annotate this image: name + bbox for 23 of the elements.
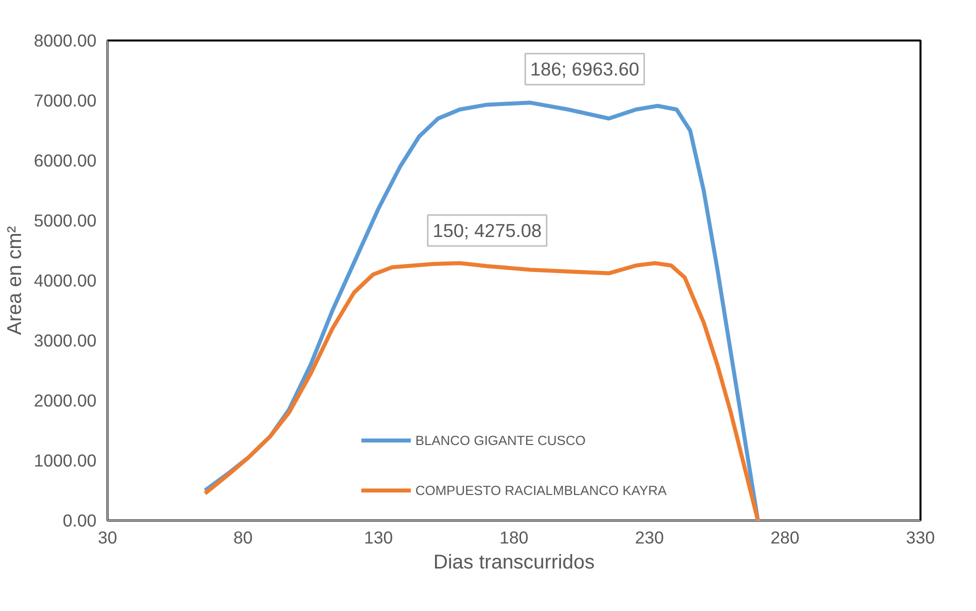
- legend-label: BLANCO GIGANTE CUSCO: [415, 432, 586, 448]
- x-tick-label: 280: [770, 528, 800, 548]
- legend-label: COMPUESTO RACIALMBLANCO KAYRA: [415, 482, 667, 498]
- annotation: 186; 6963.60: [530, 58, 640, 80]
- y-tick-label: 5000.00: [34, 210, 97, 230]
- y-axis-title: Area en cm²: [4, 226, 26, 335]
- y-tick-label: 3000.00: [34, 330, 97, 350]
- y-tick-label: 2000.00: [34, 390, 97, 410]
- y-tick-label: 1000.00: [34, 450, 97, 470]
- y-tick-label: 6000.00: [34, 150, 97, 170]
- x-axis-title: Dias transcurridos: [433, 552, 595, 574]
- y-tick-label: 7000.00: [34, 90, 97, 110]
- line-series: [203, 261, 760, 520]
- y-tick-label: 8000.00: [34, 30, 97, 50]
- y-tick-label: 4000.00: [34, 270, 97, 290]
- x-tick-label: 80: [233, 528, 253, 548]
- x-tick-label: 330: [906, 528, 935, 548]
- x-tick-label: 230: [635, 528, 664, 548]
- annotation: 150; 4275.08: [432, 220, 542, 241]
- x-tick-label: 130: [364, 528, 393, 548]
- y-tick-label: 0.00: [62, 510, 97, 530]
- x-tick-label: 180: [500, 528, 528, 548]
- x-tick-label: 30: [98, 528, 118, 548]
